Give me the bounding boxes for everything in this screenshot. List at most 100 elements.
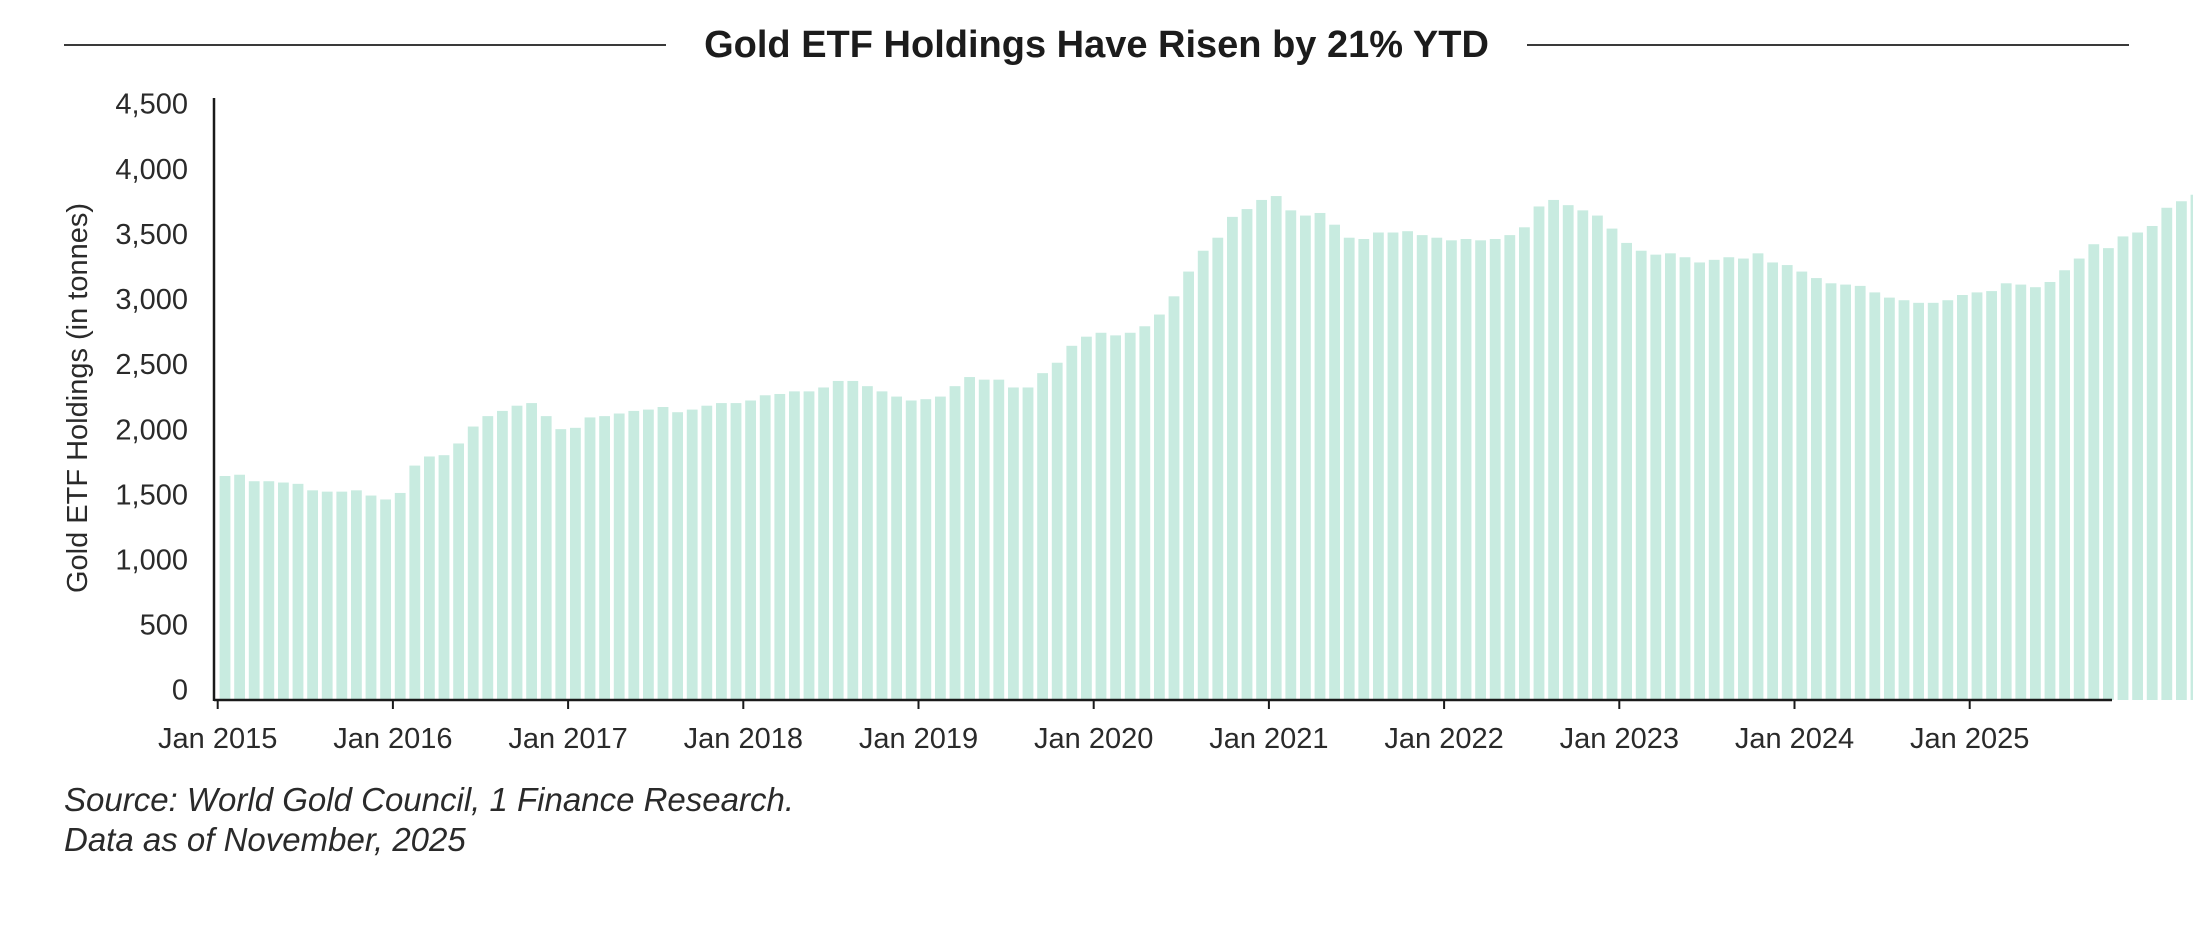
bar bbox=[1066, 345, 1078, 700]
bar bbox=[467, 426, 479, 700]
bar bbox=[1212, 237, 1224, 700]
bar bbox=[1343, 237, 1355, 700]
bar bbox=[1898, 300, 1910, 700]
bar bbox=[2088, 244, 2100, 700]
bar bbox=[847, 380, 859, 700]
bar bbox=[453, 443, 464, 700]
data-date-line: Data as of November, 2025 bbox=[64, 821, 466, 858]
bar bbox=[1811, 278, 1822, 700]
bar bbox=[789, 391, 800, 700]
bar bbox=[891, 396, 902, 700]
y-tick-label: 0 bbox=[172, 675, 188, 707]
y-tick-label: 3,000 bbox=[115, 284, 188, 316]
x-tick-label: Jan 2018 bbox=[684, 723, 803, 755]
title-rule-right bbox=[1526, 44, 2130, 46]
bar bbox=[1884, 297, 1895, 700]
bar bbox=[1957, 295, 1968, 700]
y-tick-label: 500 bbox=[140, 610, 188, 642]
bar bbox=[1635, 250, 1647, 701]
y-tick-labels: 0 500 1,000 1,500 2,000 2,500 3,000 3,500 4,000 4… bbox=[115, 89, 188, 707]
y-tick-label: 4,000 bbox=[115, 154, 188, 186]
bar bbox=[643, 409, 654, 700]
bar bbox=[2132, 232, 2143, 700]
bar bbox=[1154, 314, 1165, 700]
bar bbox=[1825, 283, 1837, 700]
bar bbox=[1913, 302, 1924, 700]
x-tick-labels: Jan 2015 Jan 2016 Jan 2017 Jan 2018 Jan 2019… bbox=[158, 700, 2029, 755]
x-tick-label: Jan 2021 bbox=[1209, 723, 1328, 755]
bar bbox=[2161, 207, 2173, 700]
bar bbox=[1197, 250, 1209, 701]
bar bbox=[438, 455, 450, 700]
bar bbox=[1927, 302, 1939, 700]
bar bbox=[818, 387, 829, 700]
bar bbox=[1387, 232, 1399, 700]
bar bbox=[1431, 237, 1443, 700]
bar bbox=[1256, 199, 1267, 700]
bar bbox=[1270, 196, 1282, 701]
bar bbox=[1139, 326, 1151, 700]
bar bbox=[380, 499, 391, 700]
bar bbox=[321, 491, 333, 700]
bar bbox=[394, 492, 406, 700]
bar bbox=[351, 490, 362, 700]
x-tick-label: Jan 2024 bbox=[1735, 723, 1854, 755]
bar bbox=[1723, 257, 1735, 700]
bar bbox=[1358, 239, 1370, 700]
bar bbox=[716, 403, 727, 700]
bar bbox=[1329, 224, 1340, 700]
bar bbox=[1665, 253, 1676, 700]
bar bbox=[1460, 239, 1472, 700]
bar bbox=[730, 403, 742, 700]
y-tick-label: 4,500 bbox=[115, 89, 188, 121]
x-tick-label: Jan 2016 bbox=[333, 723, 452, 755]
bar bbox=[1606, 228, 1618, 700]
bars-group bbox=[219, 194, 2193, 701]
bar bbox=[2146, 225, 2158, 701]
bar bbox=[1592, 215, 1603, 700]
bar bbox=[1022, 387, 1034, 700]
title-row: Gold ETF Holdings Have Risen by 21% YTD bbox=[64, 14, 2130, 76]
x-tick-label: Jan 2015 bbox=[158, 723, 277, 755]
x-tick-label: Jan 2023 bbox=[1560, 723, 1679, 755]
y-tick-label: 3,500 bbox=[115, 219, 188, 251]
bar bbox=[993, 379, 1005, 700]
bar bbox=[1738, 258, 1749, 700]
bar bbox=[2015, 284, 2027, 700]
bar bbox=[1416, 235, 1428, 701]
bar bbox=[628, 410, 640, 700]
bar bbox=[1971, 292, 1983, 700]
bar bbox=[672, 412, 683, 700]
y-tick-label: 2,500 bbox=[115, 349, 188, 381]
bar bbox=[759, 395, 771, 700]
bar bbox=[570, 427, 581, 700]
bar bbox=[278, 482, 289, 700]
bar bbox=[2030, 287, 2041, 700]
bar bbox=[1650, 254, 1662, 700]
bar bbox=[1051, 362, 1063, 700]
x-tick-label: Jan 2019 bbox=[859, 723, 978, 755]
bar bbox=[832, 380, 844, 700]
bar bbox=[2103, 248, 2114, 700]
source-line: Source: World Gold Council, 1 Finance Re… bbox=[64, 781, 794, 818]
bar bbox=[876, 391, 888, 700]
bar bbox=[1300, 215, 1311, 700]
bar bbox=[657, 407, 669, 700]
x-tick-label: Jan 2025 bbox=[1910, 723, 2029, 755]
bar bbox=[1679, 257, 1691, 700]
y-tick-label: 2,000 bbox=[115, 414, 188, 446]
bar bbox=[2073, 258, 2085, 700]
x-tick-label: Jan 2022 bbox=[1384, 723, 1503, 755]
bar bbox=[219, 476, 231, 700]
bar bbox=[1504, 235, 1516, 701]
bar bbox=[978, 379, 990, 700]
bar bbox=[1533, 206, 1545, 700]
bar bbox=[1081, 336, 1092, 700]
bar bbox=[2000, 283, 2012, 700]
bar bbox=[263, 481, 275, 700]
bar bbox=[540, 416, 552, 700]
bar bbox=[1095, 332, 1107, 700]
x-tick-label: Jan 2020 bbox=[1034, 723, 1153, 755]
bar bbox=[1373, 232, 1384, 700]
bar bbox=[1869, 292, 1881, 700]
